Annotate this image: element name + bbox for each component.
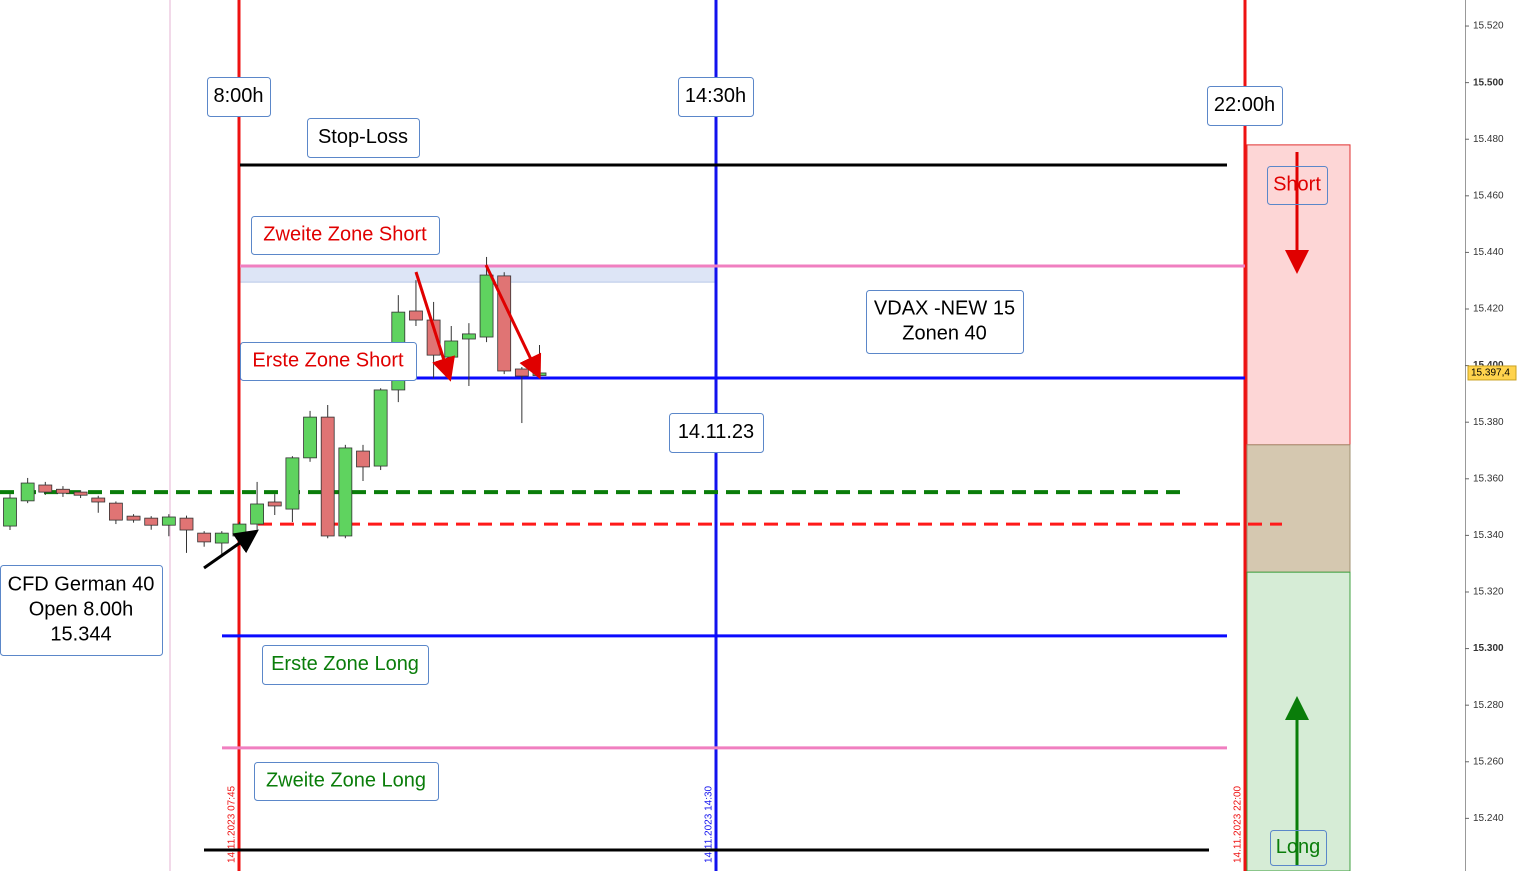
price-axis bbox=[1465, 0, 1518, 871]
y-tick-label: 15.340 bbox=[1473, 530, 1504, 541]
candle-body bbox=[214, 532, 229, 544]
annotation-text: Erste Zone Long bbox=[271, 653, 419, 675]
candle-body bbox=[532, 372, 547, 376]
y-tick-label: 15.300 bbox=[1473, 643, 1504, 654]
annotation-text: 8:00h bbox=[213, 85, 263, 107]
annotation-box bbox=[1270, 830, 1327, 866]
y-tick-label: 15.500 bbox=[1473, 77, 1504, 88]
candle-body bbox=[373, 389, 388, 467]
annotation-box bbox=[1207, 86, 1283, 126]
annotation-box bbox=[678, 77, 754, 117]
candle-body bbox=[3, 497, 17, 527]
y-tick-label: 15.520 bbox=[1473, 21, 1504, 32]
annotation-text: VDAX -NEW 15 bbox=[874, 297, 1015, 319]
candle-body bbox=[409, 310, 423, 321]
y-tick-label: 15.320 bbox=[1473, 587, 1504, 598]
arrow bbox=[414, 271, 455, 382]
annotation-text: Long bbox=[1276, 836, 1321, 858]
arrow bbox=[484, 264, 542, 380]
candle-body bbox=[267, 501, 282, 507]
y-tick-label: 15.460 bbox=[1473, 190, 1504, 201]
annotation-box bbox=[251, 216, 440, 255]
annotation-text: 15.344 bbox=[50, 623, 111, 645]
candle-body bbox=[197, 532, 212, 543]
candle-body bbox=[320, 416, 335, 537]
y-tick-label: 15.240 bbox=[1473, 813, 1504, 824]
candle-body bbox=[356, 450, 370, 468]
time-label: 14.11.2023 07:45 bbox=[227, 785, 238, 863]
candle-body bbox=[20, 482, 35, 502]
candle-body bbox=[479, 274, 494, 338]
y-tick-label: 15.360 bbox=[1473, 473, 1504, 484]
annotation-text: CFD German 40 bbox=[8, 573, 155, 595]
candle-body bbox=[161, 516, 176, 526]
annotation-box bbox=[254, 762, 439, 801]
candle-body bbox=[461, 333, 476, 340]
price-marker bbox=[1467, 365, 1517, 381]
y-tick-label: 15.420 bbox=[1473, 304, 1504, 315]
annotation-box bbox=[0, 565, 163, 656]
candle-body bbox=[250, 503, 265, 525]
candle-body bbox=[444, 340, 459, 358]
time-label: 14.11.2023 22:00 bbox=[1233, 785, 1244, 863]
y-tick-label: 15.260 bbox=[1473, 756, 1504, 767]
y-tick-label: 15.380 bbox=[1473, 417, 1504, 428]
annotation-box bbox=[262, 645, 429, 685]
annotation-box bbox=[240, 342, 417, 381]
time-label: 14.11.2023 14:30 bbox=[704, 785, 715, 863]
zone bbox=[1246, 444, 1351, 573]
annotation-text: 22:00h bbox=[1214, 94, 1275, 116]
arrow bbox=[203, 529, 259, 570]
annotation-text: 14:30h bbox=[685, 85, 746, 107]
annotation-box bbox=[866, 290, 1024, 354]
annotation-text: Open 8.00h bbox=[29, 598, 134, 620]
candle-body bbox=[91, 497, 106, 503]
y-tick-label: 15.280 bbox=[1473, 700, 1504, 711]
candle-body bbox=[179, 517, 194, 531]
annotation-text: Erste Zone Short bbox=[252, 349, 404, 371]
candle-body bbox=[338, 447, 353, 537]
annotation-box bbox=[307, 118, 420, 158]
candle-body bbox=[426, 319, 441, 356]
annotation-text: Zweite Zone Long bbox=[266, 769, 426, 791]
candle-body bbox=[38, 484, 53, 493]
annotation-box bbox=[207, 77, 271, 117]
candle-body bbox=[109, 502, 123, 521]
zone-band bbox=[239, 265, 717, 283]
candle-body bbox=[73, 491, 88, 496]
annotation-text: Zweite Zone Short bbox=[263, 223, 427, 245]
annotation-text: Zonen 40 bbox=[902, 322, 987, 344]
candle-body bbox=[232, 523, 247, 537]
annotation-text: Stop-Loss bbox=[318, 126, 408, 148]
candle-body bbox=[303, 416, 317, 459]
price-label: 15.397,4 bbox=[1471, 368, 1510, 379]
candle-body bbox=[56, 488, 70, 494]
candle-body bbox=[144, 517, 159, 526]
annotation-text: Short bbox=[1273, 173, 1321, 195]
y-tick-label: 15.480 bbox=[1473, 134, 1504, 145]
annotation-text: 14.11.23 bbox=[678, 421, 754, 443]
candle-body bbox=[514, 368, 529, 377]
candle-body bbox=[285, 457, 300, 510]
annotation-box bbox=[669, 413, 764, 453]
candle-body bbox=[126, 515, 141, 521]
annotation-box bbox=[1267, 166, 1328, 205]
y-tick-label: 15.440 bbox=[1473, 247, 1504, 258]
